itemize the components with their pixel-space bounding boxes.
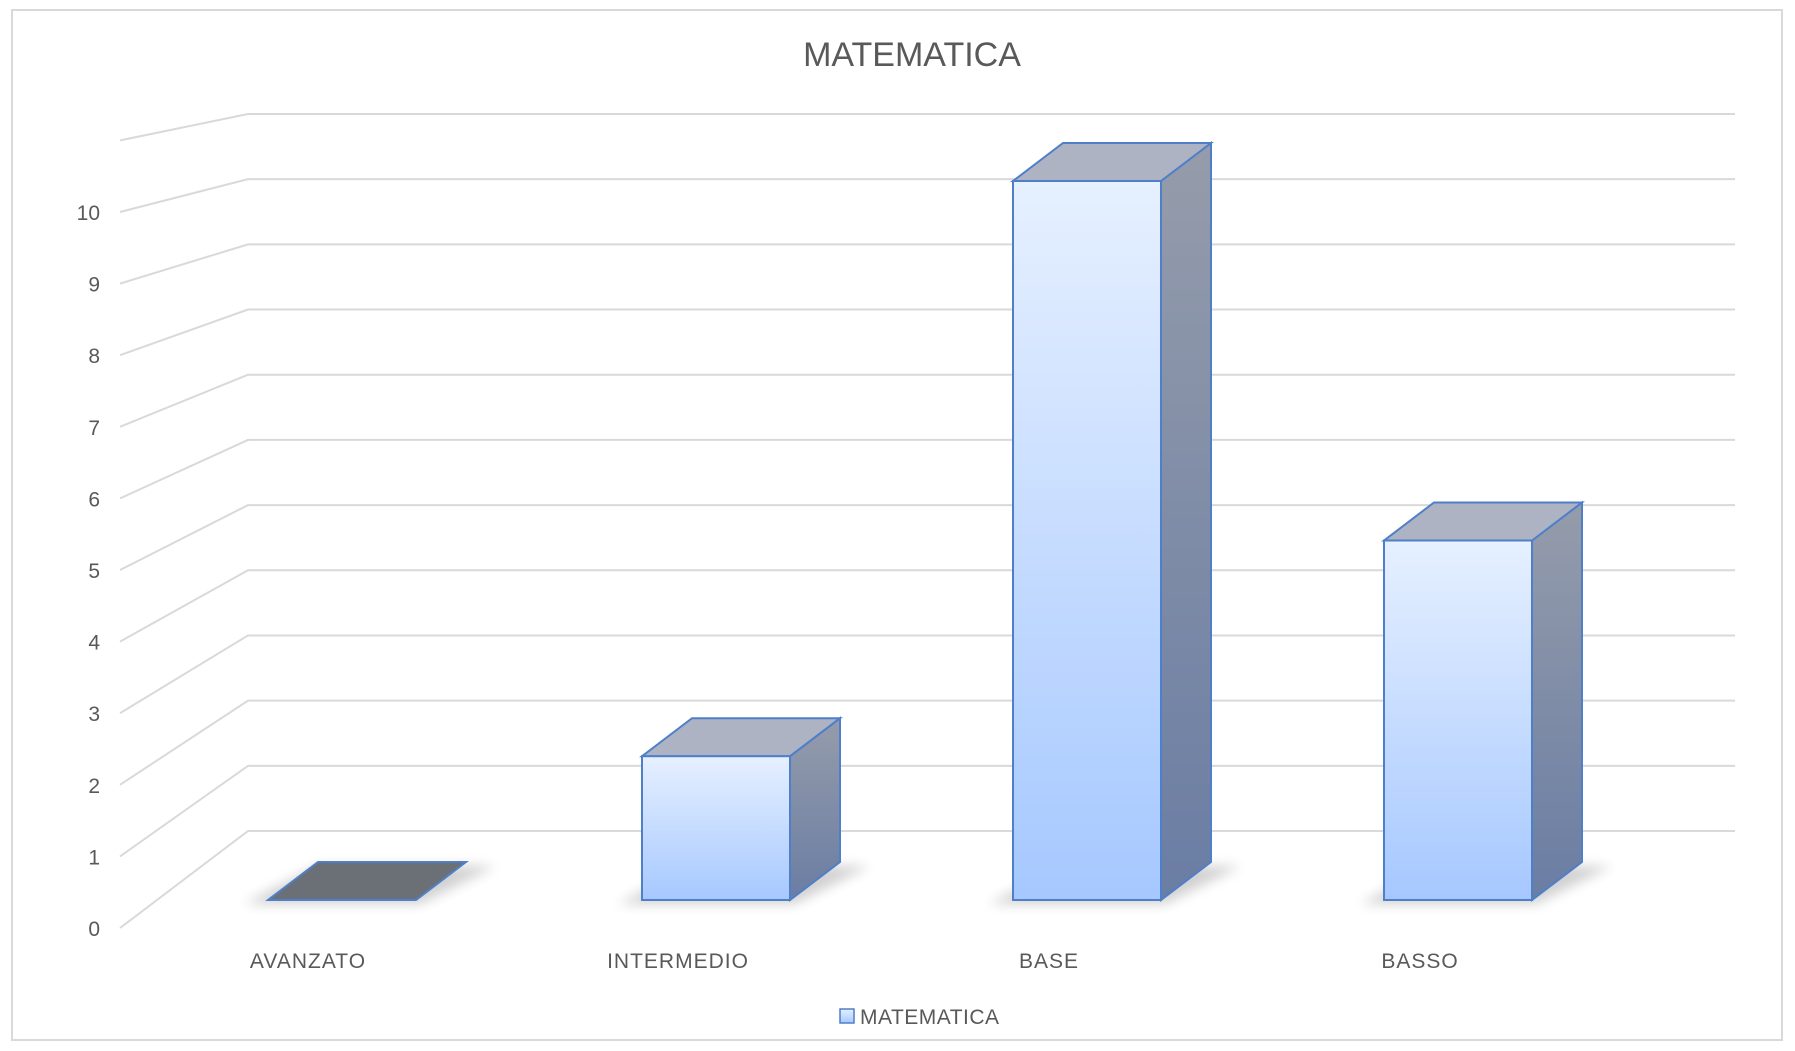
y-tick-label: 6 [88,488,100,511]
bar-front-face [1012,180,1162,901]
y-tick-label: 4 [88,632,100,655]
y-tick-label: 8 [88,345,100,368]
bar-top-face [265,861,469,901]
y-tick-label: 3 [88,703,100,726]
y-tick-label: 1 [88,846,100,869]
bar-side-face [1160,140,1212,903]
legend-label: MATEMATICA [860,1006,1000,1029]
bar-side-face [1531,500,1583,903]
category-label-base: BASE [1019,950,1079,973]
bar-layer [244,140,1612,904]
y-tick-label: 0 [88,918,100,941]
bar-front-face [1383,539,1533,901]
legend-swatch [839,1008,855,1024]
gridline [119,438,1735,500]
bar-basso [1360,500,1612,904]
gridline [119,178,1735,213]
category-label-basso: BASSO [1381,950,1458,973]
gridline [119,243,1735,285]
gridline [119,634,1735,715]
category-label-intermedio: INTERMEDIO [607,950,749,973]
gridline [119,308,1735,357]
chart-title: MATEMATICA [803,36,1021,74]
gridline [119,699,1735,786]
y-axis-tick-labels: 0 1 2 3 4 5 6 7 8 9 10 [77,202,101,941]
bar-base [989,140,1241,904]
bar-front-face [641,755,791,902]
y-tick-label: 9 [88,274,100,297]
y-tick-label: 5 [88,560,100,583]
bar-avanzato [244,861,496,904]
y-tick-label: 7 [88,417,100,440]
legend: MATEMATICA [839,1006,1000,1029]
gridline [119,504,1735,571]
y-tick-label: 2 [88,775,100,798]
gridline [119,373,1735,428]
y-tick-label: 10 [77,202,100,225]
bar-intermedio [618,716,870,904]
gridline [119,113,1735,142]
gridline [119,569,1735,643]
gridline [119,830,1735,929]
grid-layer [119,113,1735,929]
category-label-avanzato: AVANZATO [250,950,366,973]
gridline [119,764,1735,858]
